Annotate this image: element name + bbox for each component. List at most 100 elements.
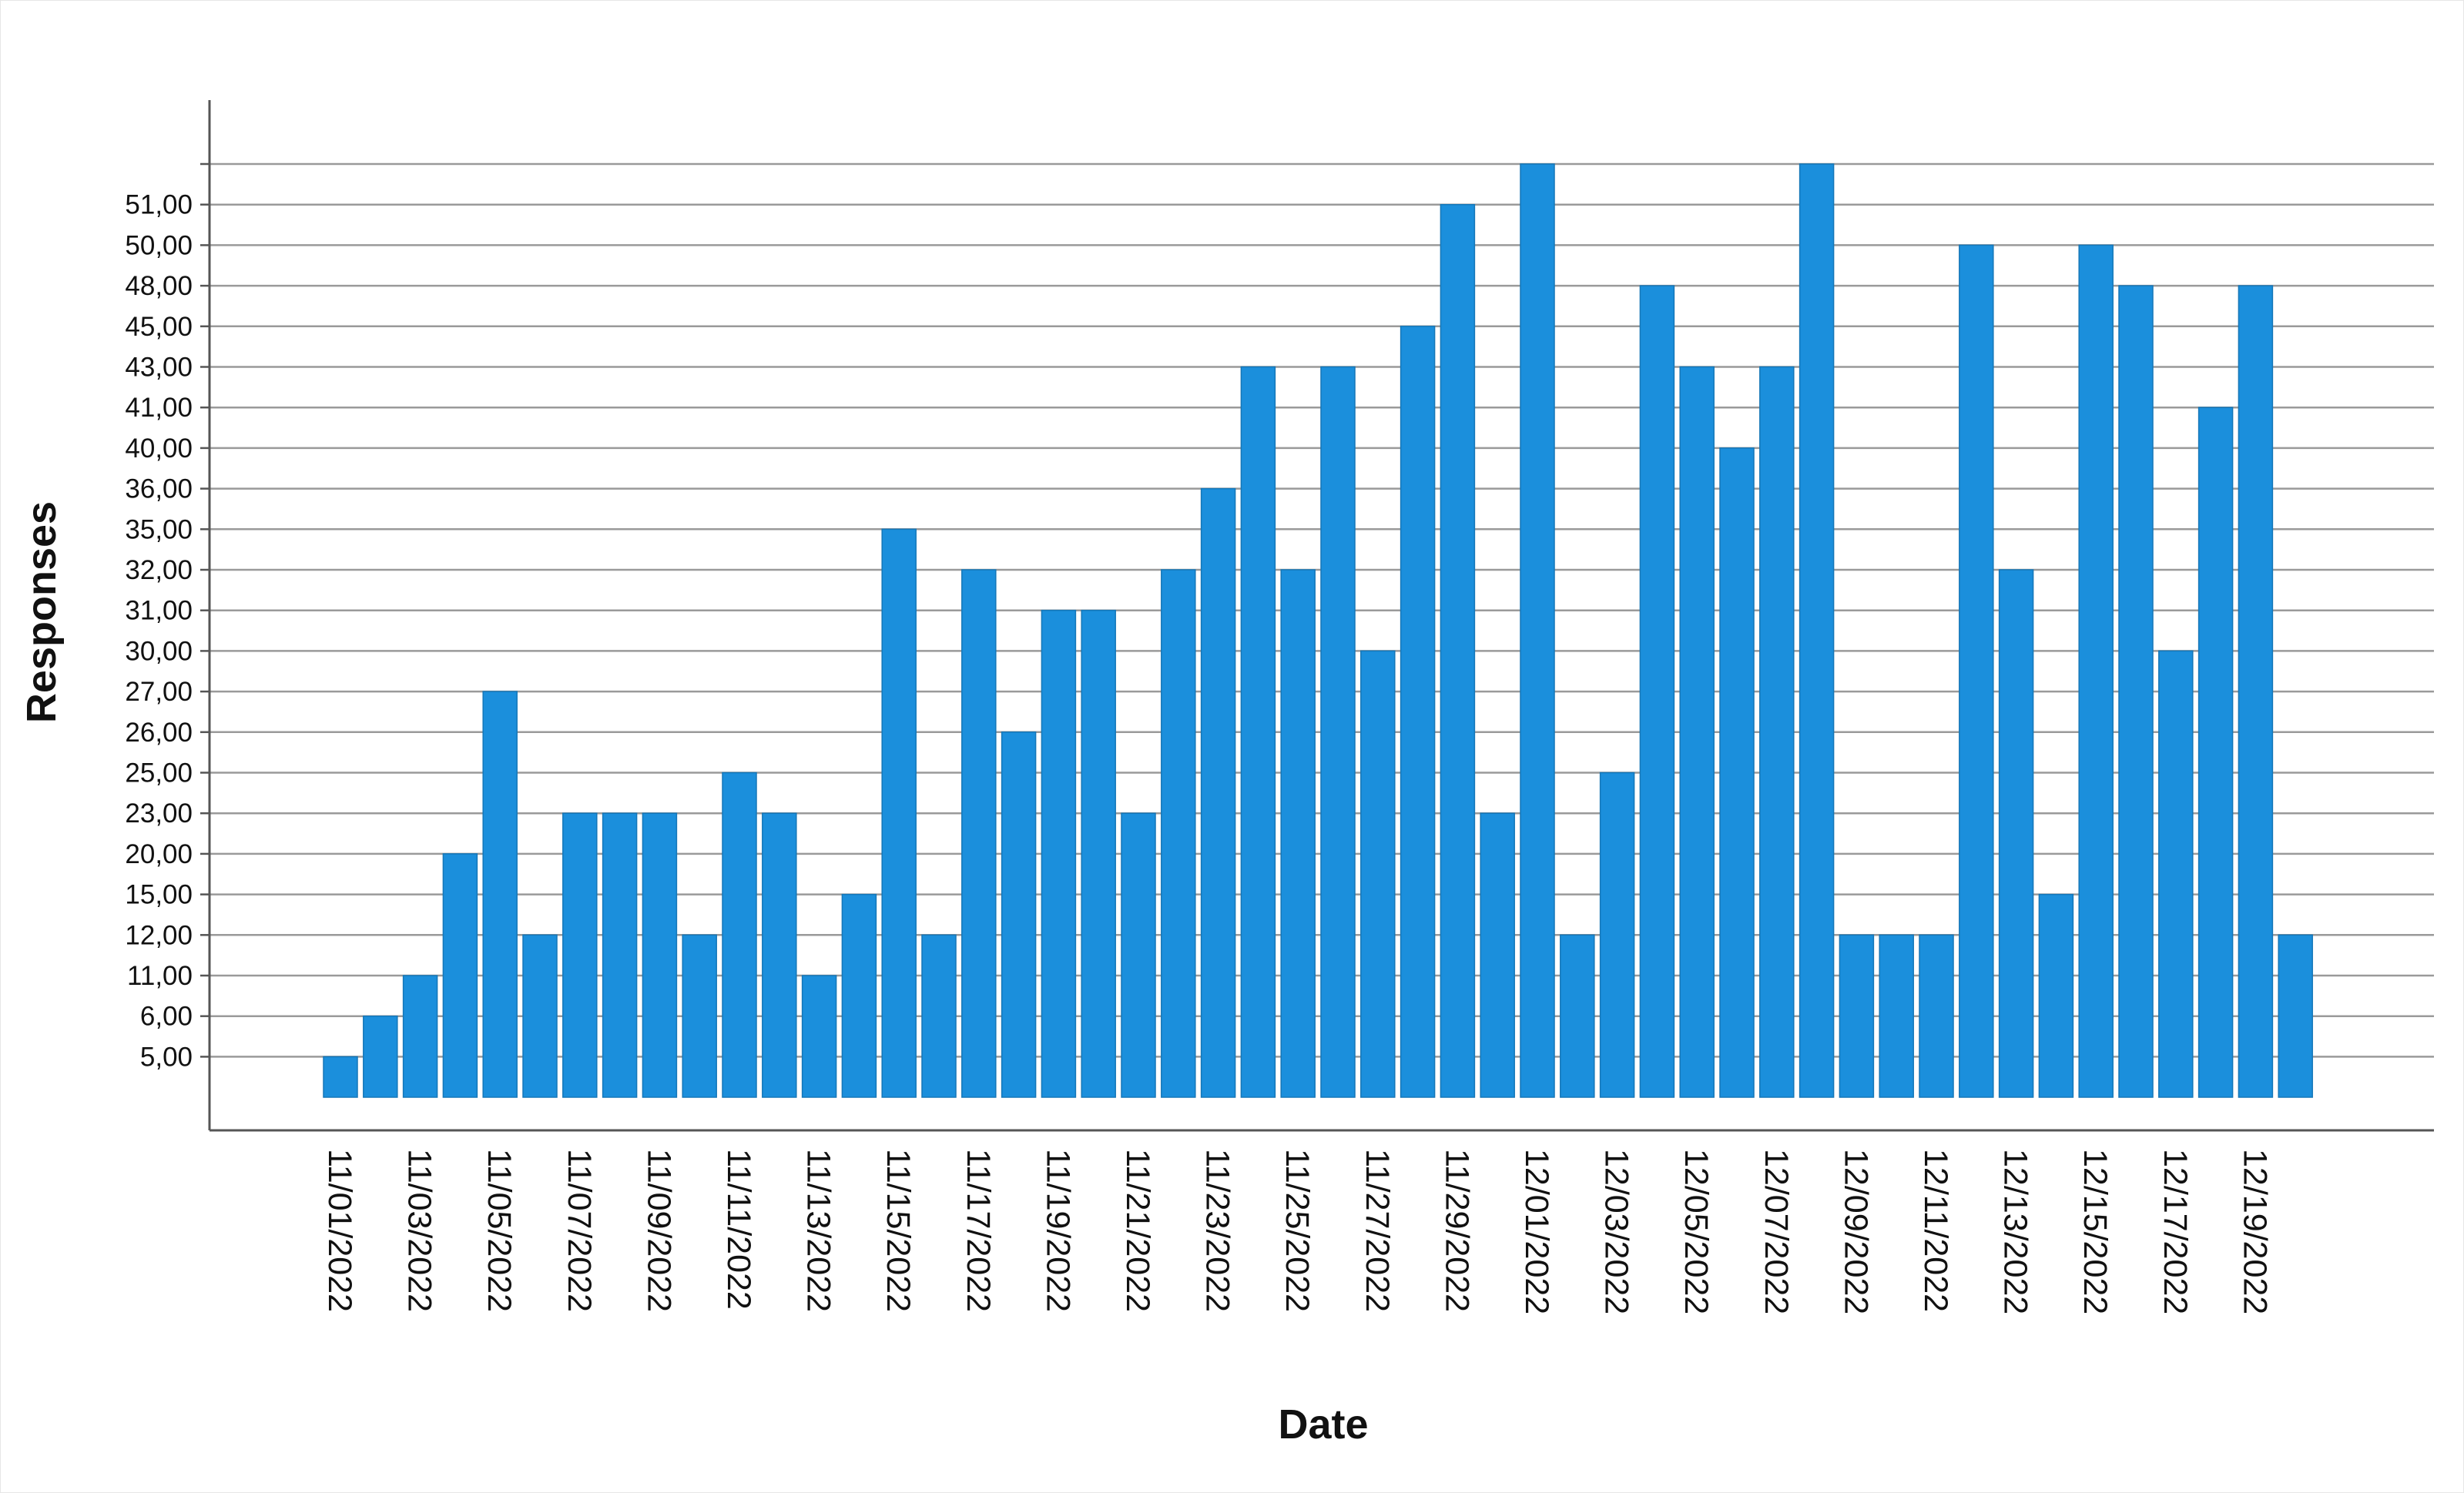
bar: [762, 812, 797, 1098]
bar: [2078, 244, 2114, 1098]
bar: [1320, 366, 1356, 1098]
bar: [602, 812, 638, 1098]
bar: [682, 934, 717, 1098]
x-tick-label: 12/15/2022: [2077, 1149, 2114, 1314]
bar: [1560, 934, 1595, 1098]
x-tick-label: 12/01/2022: [1518, 1149, 1555, 1314]
bar: [2238, 285, 2274, 1098]
bar: [1679, 366, 1715, 1098]
bar: [522, 934, 558, 1098]
y-tick-label: 30,00: [125, 636, 193, 666]
bar: [1799, 163, 1835, 1098]
bar: [1879, 934, 1914, 1098]
x-tick-label: 11/25/2022: [1279, 1149, 1316, 1312]
x-tick-label: 11/09/2022: [640, 1149, 677, 1312]
bar: [1161, 569, 1196, 1098]
y-tick-label: 25,00: [125, 758, 193, 788]
bar: [961, 569, 997, 1098]
bar: [2158, 650, 2194, 1098]
y-tick-label: 36,00: [125, 474, 193, 504]
bar: [1599, 772, 1635, 1098]
bar: [363, 1015, 398, 1098]
bar: [482, 691, 518, 1098]
x-tick-label: 12/17/2022: [2157, 1149, 2194, 1314]
x-tick-label: 11/03/2022: [401, 1149, 438, 1312]
x-tick-label: 11/17/2022: [960, 1149, 997, 1312]
bar: [1400, 326, 1436, 1098]
bar: [2278, 934, 2313, 1098]
y-tick-label: 45,00: [125, 312, 193, 342]
bar: [2197, 407, 2234, 1098]
bar: [801, 975, 837, 1098]
x-axis-title: Date: [1278, 1401, 1368, 1448]
bar: [881, 528, 917, 1098]
y-tick-label: 35,00: [125, 514, 193, 544]
y-tick-label: 6,00: [140, 1002, 193, 1032]
bar: [2118, 285, 2154, 1098]
x-tick-label: 12/07/2022: [1758, 1149, 1795, 1314]
y-tick-label: 41,00: [125, 393, 193, 423]
y-tick-label: 11,00: [127, 961, 193, 991]
bar: [1998, 569, 2034, 1098]
bars: [323, 163, 2313, 1098]
bar: [1280, 569, 1316, 1098]
y-tick-label: 32,00: [125, 555, 193, 585]
x-tick-label: 11/11/2022: [720, 1149, 757, 1310]
x-tick-label: 11/21/2022: [1119, 1149, 1156, 1312]
bar: [442, 853, 478, 1098]
y-tick-labels: 5,00 6,00 11,00 12,00 15,00 20,00 23,00 25,00 26…: [125, 190, 193, 1073]
bar: [1041, 609, 1077, 1098]
bar: [921, 934, 957, 1098]
bar: [1839, 934, 1875, 1098]
bar: [1480, 812, 1515, 1098]
bar: [642, 812, 678, 1098]
y-tick-label: 20,00: [125, 839, 193, 869]
bar: [722, 772, 757, 1098]
bar: [1759, 366, 1795, 1098]
x-tick-label: 11/13/2022: [800, 1149, 837, 1312]
axes: [208, 100, 2434, 1132]
y-tick-label: 48,00: [125, 271, 193, 301]
bar: [841, 893, 877, 1098]
x-tick-label: 11/15/2022: [880, 1149, 917, 1312]
x-tick-labels: 11/01/2022 11/03/2022 11/05/2022 11/07/2022…: [321, 1149, 2273, 1314]
bar: [1919, 934, 1954, 1098]
x-tick-label: 11/29/2022: [1438, 1149, 1475, 1312]
x-tick-label: 12/09/2022: [1837, 1149, 1874, 1314]
x-tick-label: 12/11/2022: [1917, 1149, 1954, 1312]
y-tick-label: 23,00: [125, 798, 193, 829]
x-tick-label: 11/07/2022: [561, 1149, 598, 1312]
bar: [1440, 203, 1476, 1098]
y-tick-label: 31,00: [125, 596, 193, 626]
x-tick-label: 12/03/2022: [1598, 1149, 1635, 1314]
bar: [1360, 650, 1396, 1098]
y-tick-label: 40,00: [125, 434, 193, 464]
y-tick-label: 26,00: [125, 718, 193, 748]
bar: [1081, 609, 1116, 1098]
bar: [562, 812, 598, 1098]
x-tick-label: 12/19/2022: [2236, 1149, 2273, 1314]
x-tick-label: 11/05/2022: [481, 1149, 518, 1312]
bar: [1240, 366, 1276, 1098]
bar: [1121, 812, 1156, 1098]
x-tick-label: 11/27/2022: [1359, 1149, 1396, 1312]
bar: [1719, 447, 1755, 1098]
y-tick-label: 27,00: [125, 677, 193, 707]
bar: [1200, 487, 1236, 1098]
x-tick-label: 11/23/2022: [1199, 1149, 1236, 1312]
y-axis-title: Responses: [18, 501, 65, 723]
bar: [1001, 731, 1037, 1098]
bar: [1959, 244, 1994, 1098]
bar: [323, 1056, 358, 1098]
y-tick-label: 12,00: [125, 920, 193, 950]
y-tick-label: 50,00: [125, 230, 193, 260]
bar: [2038, 893, 2074, 1098]
bar: [1520, 163, 1555, 1098]
bar: [402, 975, 438, 1098]
y-tick-label: 15,00: [125, 880, 193, 910]
y-tick-label: 43,00: [125, 353, 193, 383]
x-tick-label: 11/01/2022: [321, 1149, 358, 1312]
y-tick-label: 5,00: [140, 1042, 193, 1072]
y-tick-label: 51,00: [125, 190, 193, 220]
